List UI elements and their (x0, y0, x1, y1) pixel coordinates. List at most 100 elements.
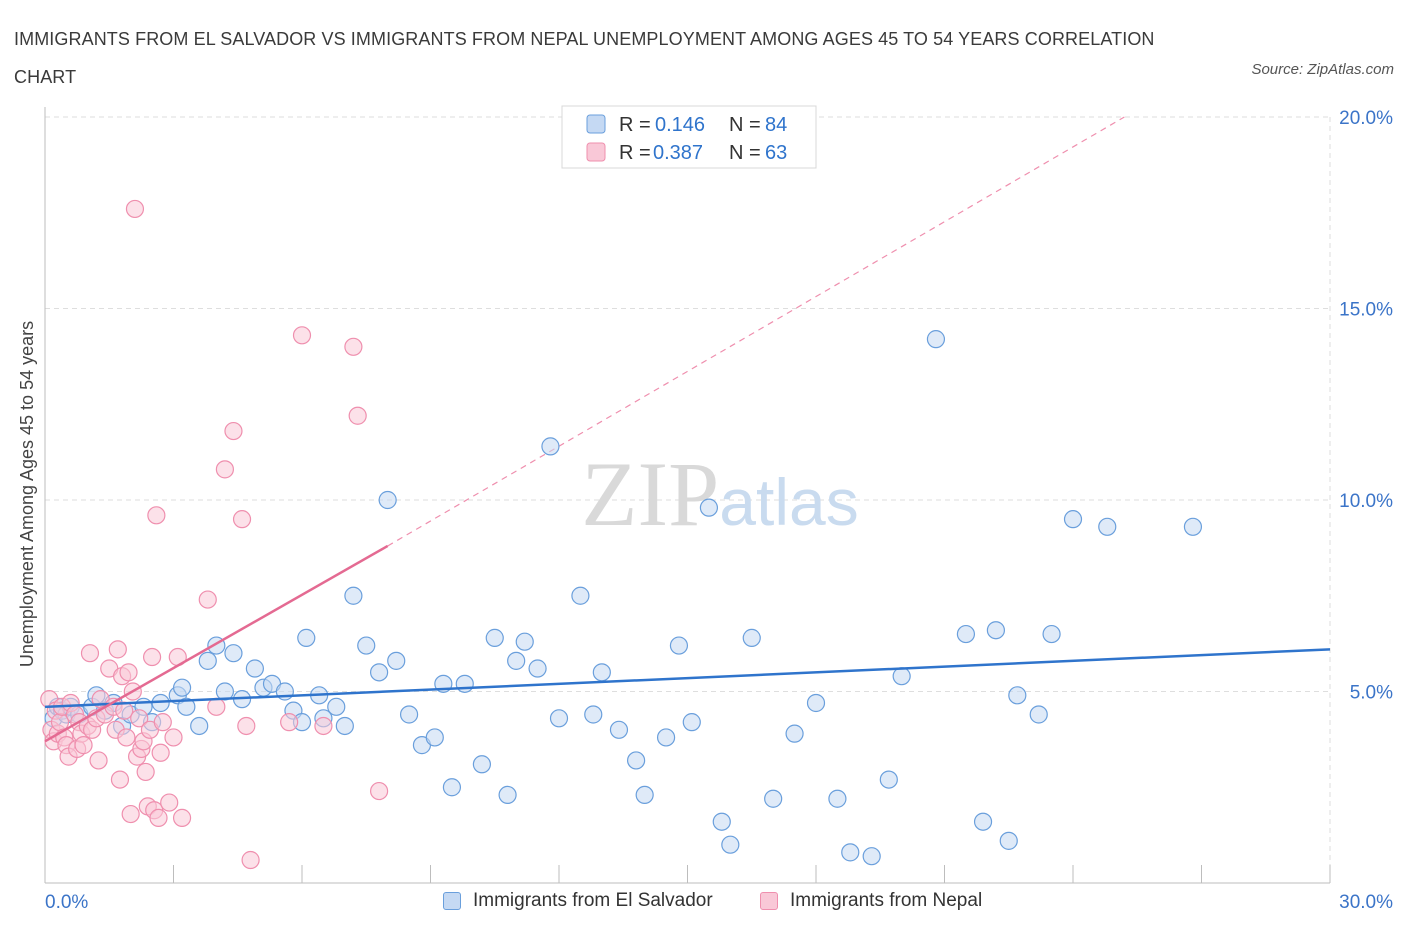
legend-label-el-salvador: Immigrants from El Salvador (473, 890, 713, 911)
point-el-salvador (956, 624, 976, 644)
legend-item-el-salvador: Immigrants from El Salvador (443, 890, 713, 912)
trend-line-nepal (44, 544, 389, 743)
point-nepal (160, 793, 179, 812)
point-el-salvador (472, 755, 491, 774)
point-nepal (292, 326, 312, 345)
point-el-salvador (656, 728, 676, 747)
point-nepal (232, 510, 252, 529)
data-points (40, 199, 1331, 870)
point-el-salvador (245, 659, 264, 678)
point-el-salvador (455, 674, 474, 693)
point-nepal (121, 804, 140, 824)
point-el-salvador (609, 720, 629, 739)
point-nepal (237, 716, 256, 736)
legend-n-value-2: 63 (765, 142, 787, 164)
point-el-salvador (682, 713, 701, 732)
point-el-salvador (387, 651, 406, 670)
legend-swatch-nepal-bottom (760, 892, 778, 910)
trend-line-el-salvador (44, 648, 1331, 709)
point-el-salvador (1098, 517, 1117, 536)
point-el-salvador (626, 751, 646, 770)
legend-swatch-el-salvador-bottom (443, 892, 461, 910)
x-tick-label-max: 30.0% (1339, 892, 1393, 913)
point-el-salvador (986, 621, 1006, 640)
point-el-salvador (498, 785, 517, 805)
point-el-salvador (999, 831, 1018, 850)
axes: 5.0% 10.0% 15.0% 20.0% 0.0% 30.0% (44, 107, 1393, 913)
point-el-salvador (335, 716, 354, 736)
x-tick-label-min: 0.0% (45, 892, 88, 913)
point-el-salvador (926, 330, 946, 349)
point-nepal (207, 697, 226, 716)
point-nepal (125, 199, 145, 219)
legend-r-label-2: R = (619, 142, 651, 164)
point-nepal (74, 736, 93, 755)
point-el-salvador (485, 628, 504, 647)
legend-top: R = 0.146 N = 84 R = 0.387 N = 63 (561, 105, 817, 169)
point-el-salvador (879, 770, 898, 789)
point-el-salvador (507, 651, 526, 670)
point-el-salvador (541, 437, 560, 456)
point-el-salvador (378, 490, 397, 510)
point-el-salvador (699, 498, 719, 517)
point-nepal (215, 460, 234, 479)
point-el-salvador (584, 705, 603, 724)
point-el-salvador (828, 789, 847, 808)
point-nepal (149, 808, 168, 827)
point-nepal (142, 647, 162, 667)
point-nepal (370, 781, 389, 801)
y-tick-label: 10.0% (1339, 491, 1393, 512)
point-el-salvador (635, 785, 654, 805)
point-el-salvador (892, 667, 911, 686)
point-nepal (108, 640, 127, 659)
point-el-salvador (592, 663, 611, 682)
point-el-salvador (297, 628, 316, 647)
legend-swatch-el-salvador (586, 114, 606, 134)
legend-n-value-1: 84 (765, 114, 787, 136)
point-nepal (153, 713, 172, 732)
point-el-salvador (190, 716, 209, 736)
point-el-salvador (1183, 517, 1203, 536)
point-nepal (151, 743, 170, 762)
point-el-salvador (764, 789, 783, 808)
point-el-salvador (862, 847, 881, 866)
point-el-salvador (669, 636, 689, 655)
point-nepal (198, 590, 217, 609)
point-nepal (89, 751, 108, 770)
point-el-salvador (177, 697, 196, 716)
legend-n-label-2: N = (729, 142, 761, 164)
legend-n-label-1: N = (729, 114, 761, 136)
legend-r-value-1: 0.146 (655, 114, 705, 136)
point-nepal (344, 337, 363, 356)
legend-label-nepal: Immigrants from Nepal (790, 890, 983, 911)
point-el-salvador (515, 632, 534, 651)
point-el-salvador (425, 728, 444, 747)
point-el-salvador (198, 651, 217, 670)
watermark-zip: ZIP (581, 443, 719, 545)
point-el-salvador (712, 812, 731, 831)
point-el-salvador (370, 663, 389, 682)
point-el-salvador (399, 705, 419, 724)
legend-r-value-2: 0.387 (653, 142, 703, 164)
legend-bottom: Immigrants from El Salvador Immigrants f… (0, 888, 1406, 918)
point-el-salvador (1063, 510, 1083, 529)
point-nepal (241, 850, 260, 870)
point-el-salvador (806, 693, 826, 713)
point-el-salvador (442, 778, 462, 797)
point-el-salvador (841, 843, 860, 862)
point-nepal (147, 506, 166, 525)
legend-swatch-nepal (586, 142, 606, 162)
y-tick-label: 15.0% (1339, 300, 1393, 321)
legend-r-label-1: R = (619, 114, 651, 136)
point-el-salvador (973, 812, 993, 831)
point-nepal (136, 762, 155, 782)
point-el-salvador (549, 709, 569, 728)
point-el-salvador (1029, 705, 1048, 724)
point-nepal (80, 644, 100, 663)
point-nepal (348, 406, 367, 425)
point-nepal (280, 713, 299, 732)
chart-title: IMMIGRANTS FROM EL SALVADOR VS IMMIGRANT… (14, 29, 1155, 87)
point-nepal (110, 770, 130, 789)
point-el-salvador (742, 628, 761, 647)
watermark-atlas: atlas (719, 465, 858, 539)
